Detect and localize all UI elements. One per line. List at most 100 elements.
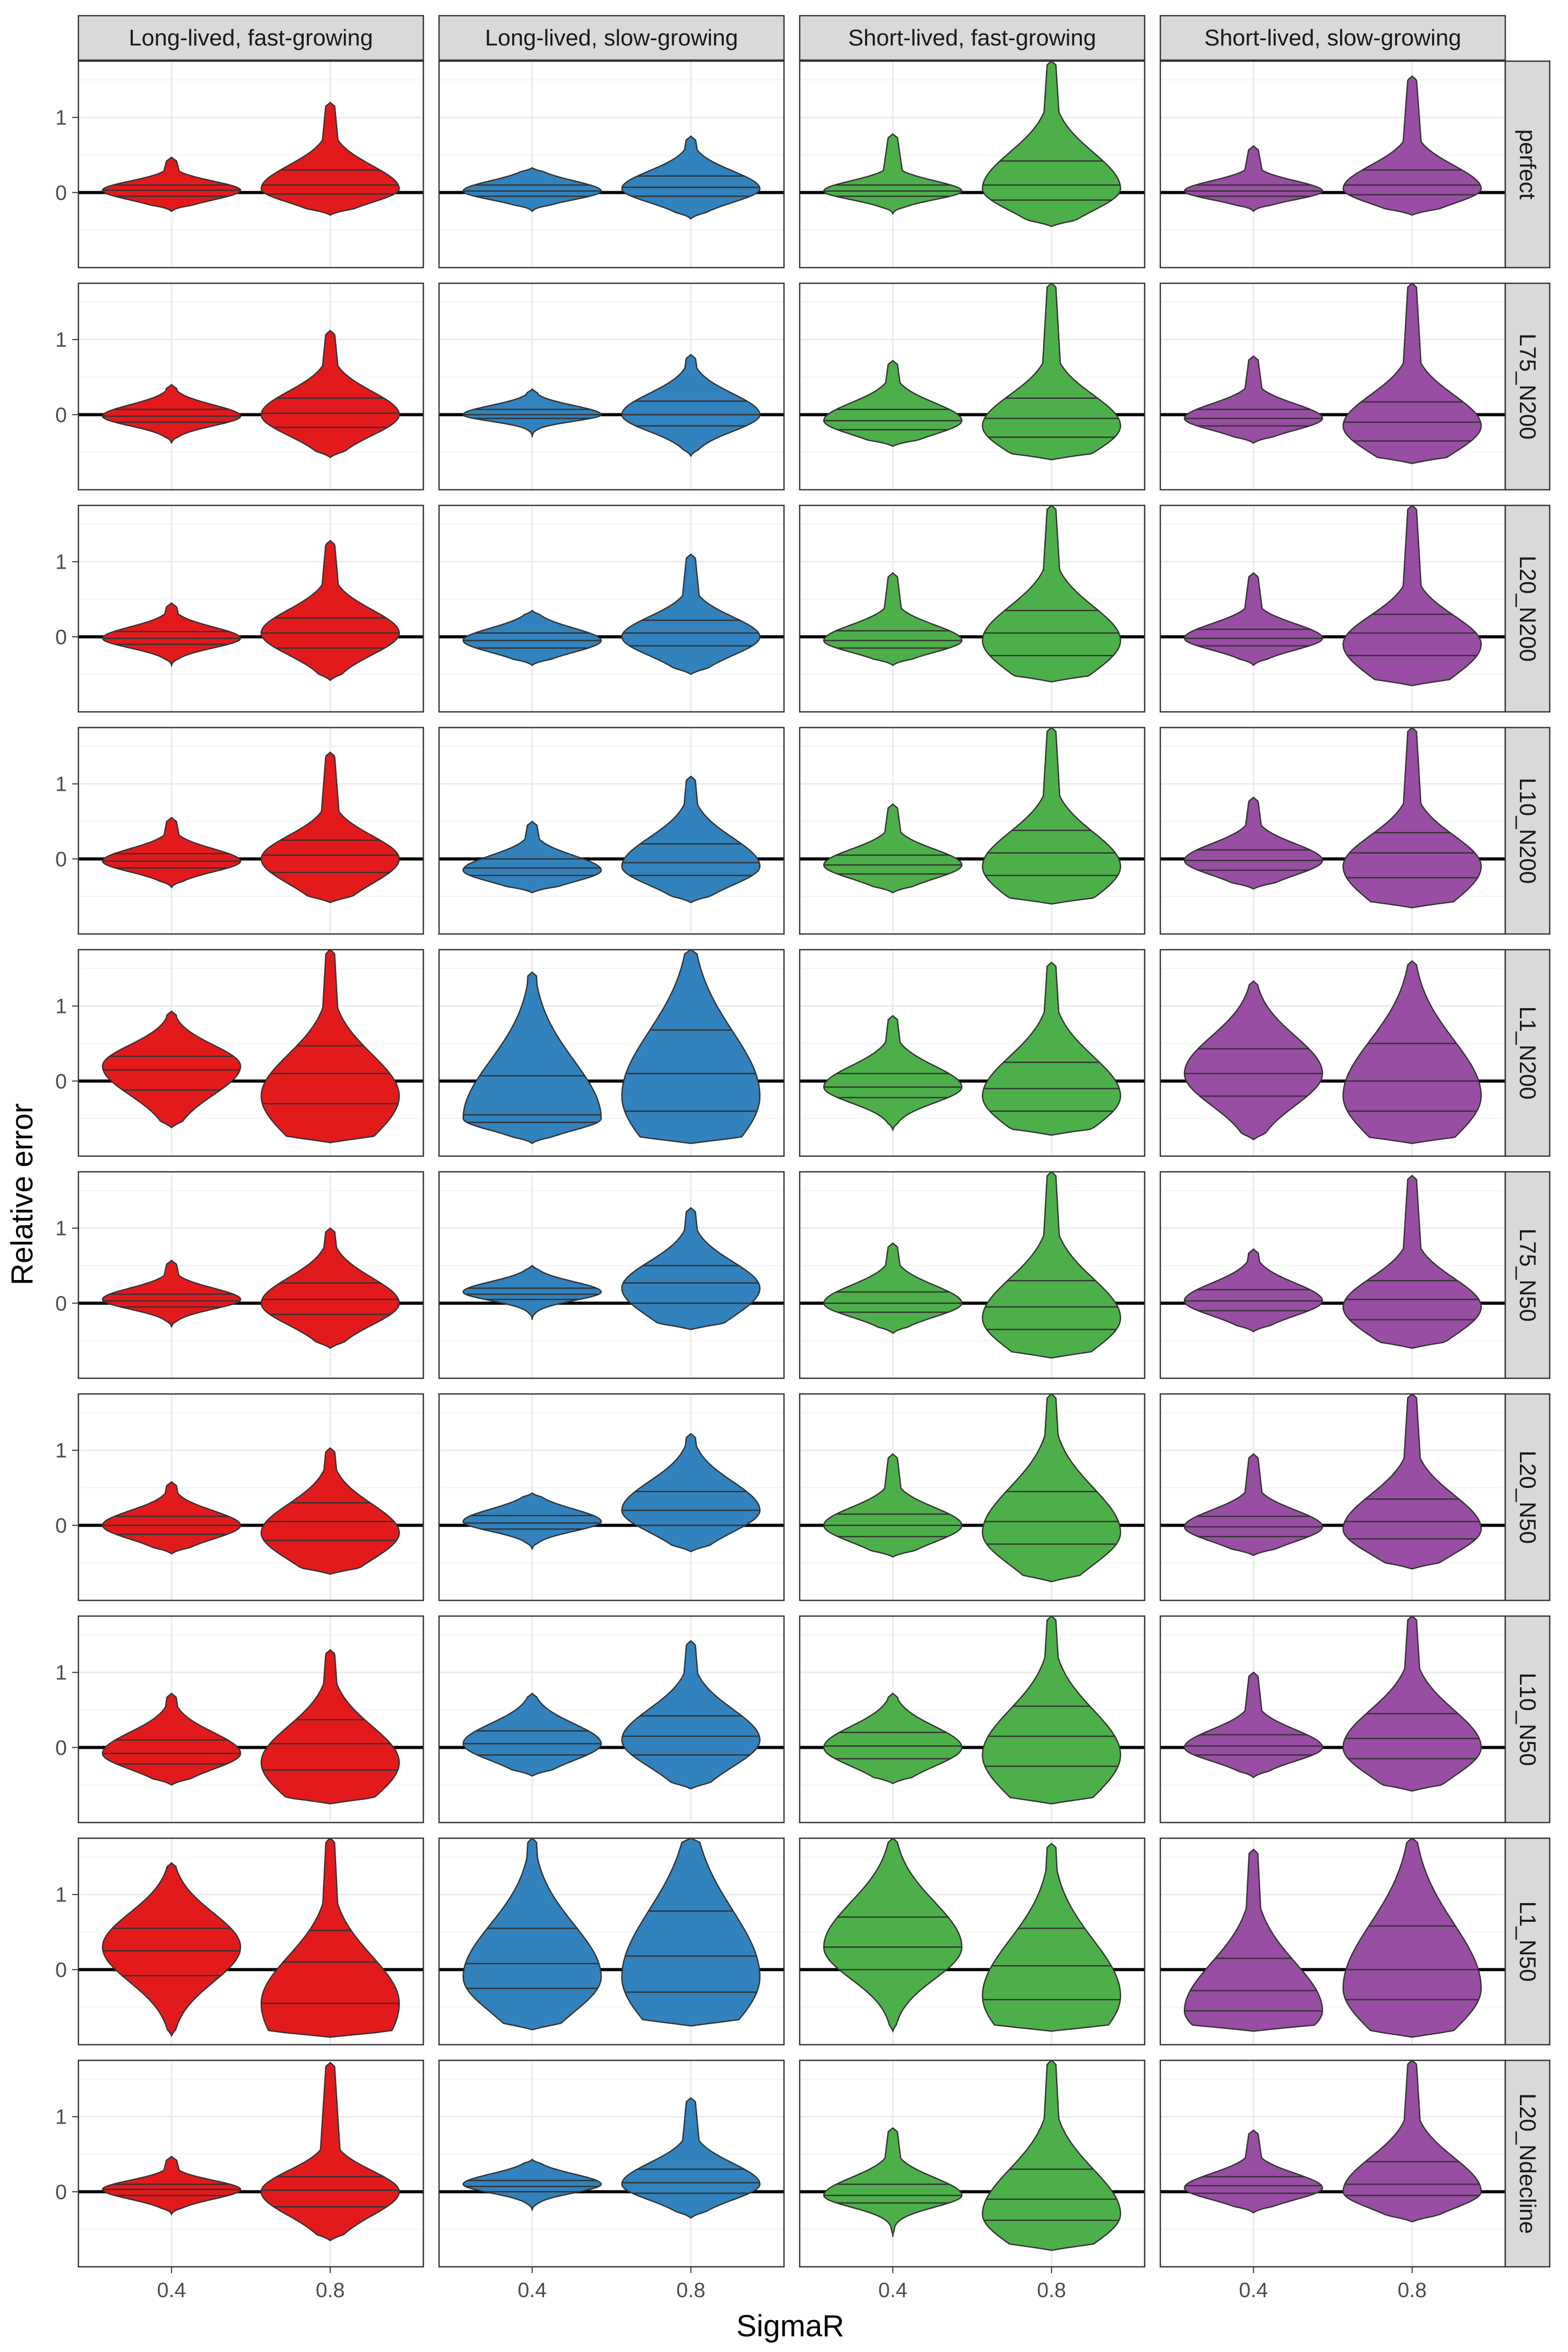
- violin-sigmar-0.4: [462, 1492, 602, 1550]
- facet-panel: [77, 949, 424, 1157]
- violin-sigmar-0.8: [621, 2097, 761, 2219]
- y-tick-label: 0: [55, 403, 67, 426]
- y-tick-label: 0: [55, 1070, 67, 1093]
- panel-border: [77, 727, 424, 935]
- violin-sigmar-0.8: [982, 961, 1122, 1136]
- violin-sigmar-0.4: [1183, 1671, 1323, 1779]
- violin-sigmar-0.4: [101, 2155, 241, 2216]
- violin-sigmar-0.4: [101, 1481, 241, 1555]
- violin-sigmar-0.4: [1183, 1848, 1323, 2032]
- row-strip-label: L10_N50: [1515, 1673, 1540, 1766]
- panel-border: [77, 2059, 424, 2268]
- row-strip: [1504, 727, 1551, 935]
- row-strip: [1504, 282, 1551, 491]
- facet-panel: [1159, 1615, 1506, 1824]
- x-axis-title: SigmaR: [736, 2309, 844, 2343]
- row-strip-label: L20_N50: [1515, 1450, 1540, 1544]
- violin-sigmar-0.8: [621, 775, 761, 904]
- panel-border: [77, 282, 424, 491]
- panel-background: [78, 1172, 423, 1378]
- panel-border: [799, 727, 1146, 935]
- y-tick-label: 0: [55, 848, 67, 871]
- panel-grid: 0 1 Long-lived, fast-growing Long-lived, sl…: [55, 15, 1551, 2302]
- facet-panel: [438, 1837, 785, 2046]
- panel-border: [77, 504, 424, 713]
- x-tick-label: 0.4: [878, 2279, 907, 2302]
- violin-sigmar-0.8: [621, 135, 761, 220]
- violin-sigmar-0.8: [1342, 960, 1482, 1144]
- x-tick-label: 0.4: [1239, 2279, 1268, 2302]
- panel-border: [438, 504, 785, 713]
- y-tick-label: 0: [55, 2181, 67, 2204]
- panel-background: [1160, 61, 1505, 268]
- violin-sigmar-0.4: [823, 803, 963, 894]
- violin-sigmar-0.8: [621, 1640, 761, 1790]
- violin-sigmar-0.4: [101, 384, 241, 444]
- y-tick-label: 0: [55, 1292, 67, 1315]
- violin-sigmar-0.4: [462, 609, 602, 666]
- violin-sigmar-0.8: [1342, 75, 1482, 216]
- violin-sigmar-0.8: [260, 539, 400, 682]
- panel-background: [78, 61, 423, 268]
- row-strip: [1504, 1837, 1551, 2046]
- facet-panel: [77, 727, 424, 935]
- panel-border: [799, 949, 1146, 1157]
- panel-background: [439, 283, 784, 490]
- violin-sigmar-0.4: [101, 1862, 241, 2037]
- row-strip: [1504, 2059, 1551, 2268]
- y-tick-label: 1: [55, 551, 67, 574]
- x-tick-label: 0.8: [1398, 2279, 1427, 2302]
- panel-border: [799, 60, 1146, 269]
- facet-panel: [77, 1615, 424, 1824]
- facet-panel: [1159, 1171, 1506, 1379]
- row-strip-label: L10_N200: [1515, 778, 1540, 884]
- violin-sigmar-0.4: [101, 156, 241, 212]
- violin-sigmar-0.8: [621, 1433, 761, 1552]
- y-tick-label: 1: [55, 995, 67, 1018]
- facet-panel: 0.4 0.8: [77, 2059, 424, 2302]
- violin-sigmar-0.4: [1183, 980, 1323, 1140]
- facet-panel: Long-lived, slow-growing: [438, 15, 785, 269]
- facet-panel: [1159, 1837, 1506, 2046]
- panel-background: [78, 283, 423, 490]
- facet-panel: [1159, 727, 1506, 935]
- violin-sigmar-0.4: [1183, 145, 1323, 213]
- facet-panel: Short-lived, fast-growing: [799, 15, 1146, 269]
- y-tick-label: 1: [55, 107, 67, 130]
- y-tick-label: 0: [55, 181, 67, 204]
- column-strip-label: Short-lived, slow-growing: [1204, 25, 1461, 51]
- row-strip: [1504, 1171, 1551, 1379]
- panel-border: [438, 60, 785, 269]
- facet-panel: [799, 282, 1146, 491]
- x-tick-label: 0.8: [316, 2279, 345, 2302]
- y-tick-label: 1: [55, 1439, 67, 1462]
- violin-sigmar-0.4: [823, 572, 963, 666]
- y-tick-label: 1: [55, 1662, 67, 1685]
- facet-panel: [799, 1171, 1146, 1379]
- violin-sigmar-0.4: [101, 1692, 241, 1786]
- panel-border: [799, 1393, 1146, 1601]
- y-tick-label: 1: [55, 1217, 67, 1240]
- panel-background: [800, 283, 1145, 490]
- facet-panel: [1159, 282, 1506, 491]
- violin-sigmar-0.8: [260, 1648, 400, 1805]
- violin-sigmar-0.4: [462, 388, 602, 437]
- panel-background: [800, 728, 1145, 934]
- panel-background: [1160, 505, 1505, 712]
- y-axis-title: Relative error: [5, 1103, 39, 1285]
- facet-panel: [438, 1615, 785, 1824]
- panel-background: [78, 2060, 423, 2267]
- facet-panel: [799, 727, 1146, 935]
- violin-sigmar-0.8: [260, 2061, 400, 2242]
- violin-sigmar-0.8: [260, 101, 400, 216]
- column-strip: [799, 15, 1146, 61]
- violin-sigmar-0.4: [823, 1014, 963, 1132]
- row-strip-label: L1_N200: [1515, 1006, 1540, 1100]
- x-tick-label: 0.4: [517, 2279, 547, 2302]
- column-strip-label: Long-lived, slow-growing: [485, 25, 738, 51]
- panel-border: [77, 949, 424, 1157]
- facet-panel: [438, 1171, 785, 1379]
- column-strip-label: Long-lived, fast-growing: [129, 25, 373, 51]
- panel-border: [77, 1393, 424, 1601]
